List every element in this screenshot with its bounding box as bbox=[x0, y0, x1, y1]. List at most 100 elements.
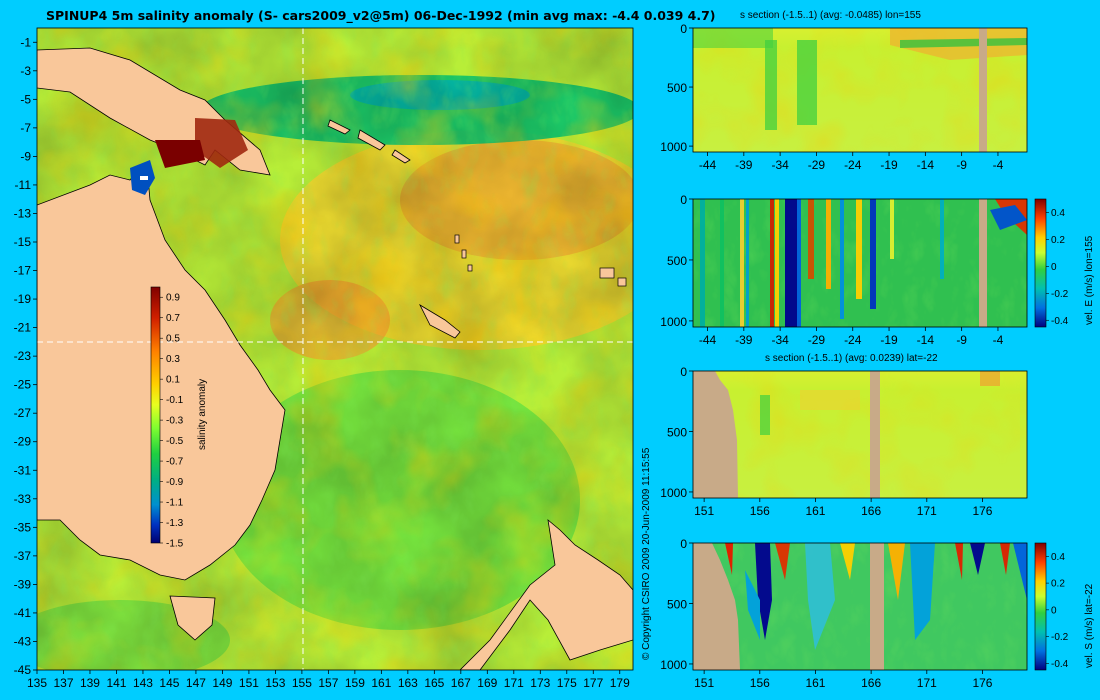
map-y-tick-label: -1 bbox=[20, 35, 31, 49]
section-y-tick-label: 1000 bbox=[660, 658, 687, 672]
section-1-title: s section (-1.5..1) (avg: -0.0485) lon=1… bbox=[740, 10, 921, 21]
section-x-tick-label: 171 bbox=[917, 676, 937, 690]
map-y-tick-label: -31 bbox=[14, 463, 32, 477]
map-y-tick-label: -23 bbox=[14, 349, 32, 363]
map-x-tick-label: 135 bbox=[27, 676, 47, 690]
page-title: SPINUP4 5m salinity anomaly (S- cars2009… bbox=[46, 8, 716, 23]
section-y-tick-label: 0 bbox=[680, 193, 687, 207]
section-x-tick-label: -44 bbox=[699, 158, 717, 172]
section-x-tick-label: 151 bbox=[694, 504, 714, 518]
section-2-colorbar-label: vel. E (m/s) lon=155 bbox=[1084, 235, 1095, 325]
solomon-islands bbox=[327, 119, 411, 164]
map-x-tick-label: 169 bbox=[477, 676, 497, 690]
section-x-tick-label: -34 bbox=[771, 158, 789, 172]
section-x-tick-label: 176 bbox=[972, 676, 992, 690]
salinity-section-lon155 bbox=[693, 28, 1027, 152]
section-y-tick-label: 500 bbox=[667, 81, 687, 95]
map-x-tick-label: 173 bbox=[530, 676, 550, 690]
section-3-land bbox=[693, 371, 738, 498]
map-colorbar-tick-label: 0.7 bbox=[166, 313, 180, 324]
section-x-tick-label: 156 bbox=[750, 676, 770, 690]
section-y-tick-label: 0 bbox=[680, 537, 687, 551]
map-y-tick-label: -33 bbox=[14, 492, 32, 506]
velocity-colorbar-tick-label: 0.2 bbox=[1051, 579, 1065, 590]
map-frame bbox=[36, 27, 634, 671]
map-x-tick-label: 145 bbox=[159, 676, 179, 690]
section-x-tick-label: -29 bbox=[808, 333, 826, 347]
map-y-tick-label: -25 bbox=[14, 378, 32, 392]
map-colorbar-tick-label: -1.3 bbox=[166, 518, 184, 529]
section-4-colorbar-ramp bbox=[1034, 542, 1047, 671]
velocity-colorbar-tick-label: 0.4 bbox=[1051, 208, 1065, 219]
map-y-tick-label: -3 bbox=[20, 64, 31, 78]
section-x-tick-label: 156 bbox=[750, 504, 770, 518]
map-colorbar: 0.9 0.7 0.5 0.3 0.1 -0.1 -0.3 -0.5 -0.7 -0.9 -1.1 -… bbox=[150, 286, 208, 550]
map-x-tick-label: 171 bbox=[504, 676, 524, 690]
map-y-tick-label: -17 bbox=[14, 264, 32, 278]
section-y-tick-label: 500 bbox=[667, 254, 687, 268]
velocity-colorbar-tick-label: -0.2 bbox=[1051, 289, 1069, 300]
section-x-tick-label: -29 bbox=[808, 158, 826, 172]
map-x-tick-label: 159 bbox=[345, 676, 365, 690]
map-colorbar-tick-label: 0.1 bbox=[166, 375, 180, 386]
section-3-land-ridge bbox=[870, 371, 880, 498]
section-4-colorbar-label: vel. S (m/s) lat=-22 bbox=[1084, 583, 1095, 668]
map-colorbar-tick-label: -0.1 bbox=[166, 395, 184, 406]
map-y-tick-label: -5 bbox=[20, 92, 31, 106]
section-x-tick-label: 161 bbox=[805, 676, 825, 690]
section-4-axes: 151 156 161 166 171 176 0 500 1000 bbox=[660, 537, 993, 690]
map-x-tick-label: 149 bbox=[212, 676, 232, 690]
section-x-tick-label: -39 bbox=[735, 158, 753, 172]
vanuatu-islands bbox=[454, 234, 473, 272]
section-x-tick-label: -44 bbox=[699, 333, 717, 347]
map-y-axis: -1 -3 -5 -7 -9 -11 -13 -15 -17 -19 -21 -23 -25 -27 -29… bbox=[14, 35, 37, 677]
section-x-tick-label: -39 bbox=[735, 333, 753, 347]
section-4-frame bbox=[692, 542, 1028, 671]
section-x-tick-label: -14 bbox=[917, 158, 935, 172]
map-colorbar-tick-label: -1.5 bbox=[166, 539, 184, 550]
section-2-colorbar: 0.4 0.2 0 -0.2 -0.4 vel. E (m/s) lon=155 bbox=[1034, 198, 1095, 328]
map-y-tick-label: -43 bbox=[14, 634, 32, 648]
map-colorbar-tick-label: 0.3 bbox=[166, 354, 180, 365]
velocity-east-section-lon155 bbox=[693, 199, 1027, 327]
salty-anomaly-gulf-papua bbox=[195, 118, 248, 168]
new-caledonia-landmass bbox=[419, 303, 461, 339]
fiji-islands bbox=[599, 267, 627, 287]
map-colorbar-tick-label: -0.3 bbox=[166, 416, 184, 427]
map-y-tick-label: -19 bbox=[14, 292, 32, 306]
section-x-tick-label: -34 bbox=[771, 333, 789, 347]
section-y-tick-label: 500 bbox=[667, 597, 687, 611]
map-y-tick-label: -21 bbox=[14, 321, 32, 335]
section-2-land bbox=[979, 199, 987, 327]
section-3-title: s section (-1.5..1) (avg: 0.0239) lat=-2… bbox=[765, 353, 938, 364]
map-colorbar-tick-label: -0.7 bbox=[166, 457, 184, 468]
map-x-tick-label: 143 bbox=[133, 676, 153, 690]
section-x-tick-label: -24 bbox=[844, 158, 862, 172]
section-1-axes: -44 -39 -34 -29 -24 -19 -14 -9 -4 0 500 1000 bbox=[660, 22, 1003, 172]
map-x-tick-label: 165 bbox=[424, 676, 444, 690]
section-1-land bbox=[979, 28, 987, 152]
tasmania-landmass bbox=[169, 595, 216, 641]
section-x-tick-label: -14 bbox=[917, 333, 935, 347]
section-4-land bbox=[693, 543, 740, 670]
map-x-tick-label: 153 bbox=[265, 676, 285, 690]
velocity-south-section-lat-22 bbox=[693, 543, 1027, 670]
map-x-tick-label: 161 bbox=[371, 676, 391, 690]
section-y-tick-label: 1000 bbox=[660, 486, 687, 500]
velocity-colorbar-tick-label: 0.4 bbox=[1051, 552, 1065, 563]
map-colorbar-tick-label: -0.9 bbox=[166, 477, 184, 488]
map-colorbar-ramp bbox=[150, 286, 161, 544]
map-x-tick-label: 179 bbox=[610, 676, 630, 690]
map-y-tick-label: -27 bbox=[14, 406, 32, 420]
section-3-frame bbox=[692, 370, 1028, 499]
map-x-tick-label: 151 bbox=[239, 676, 259, 690]
map-colorbar-tick-label: -1.1 bbox=[166, 498, 184, 509]
map-y-tick-label: -15 bbox=[14, 235, 32, 249]
section-y-tick-label: 0 bbox=[680, 365, 687, 379]
map-x-tick-label: 147 bbox=[186, 676, 206, 690]
map-x-tick-label: 137 bbox=[53, 676, 73, 690]
map-x-tick-label: 167 bbox=[451, 676, 471, 690]
velocity-colorbar-tick-label: 0.2 bbox=[1051, 235, 1065, 246]
section-2-frame bbox=[692, 198, 1028, 328]
